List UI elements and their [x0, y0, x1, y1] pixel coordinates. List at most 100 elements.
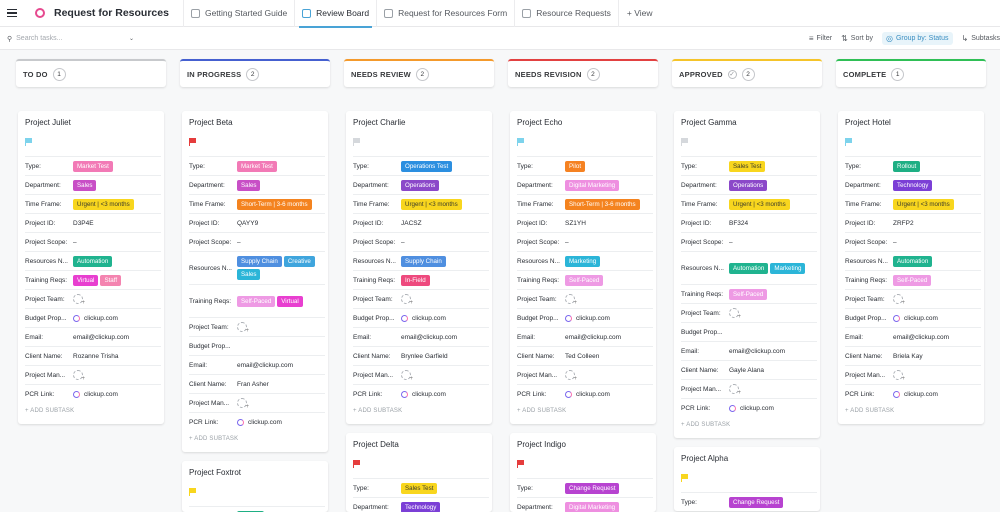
- priority-flag-icon[interactable]: [189, 138, 196, 146]
- field-value[interactable]: –: [565, 239, 653, 246]
- add-assignee-icon[interactable]: [237, 398, 249, 410]
- link-value[interactable]: clickup.com: [73, 390, 118, 398]
- card-title[interactable]: Project Juliet: [25, 118, 71, 127]
- priority-flag-icon[interactable]: [353, 460, 360, 468]
- column-header[interactable]: APPROVED ✓ 2: [672, 59, 822, 87]
- field-value[interactable]: clickup.com: [401, 314, 489, 322]
- priority-flag-icon[interactable]: [681, 138, 688, 146]
- field-value[interactable]: clickup.com: [729, 404, 817, 412]
- add-assignee-icon[interactable]: [73, 370, 85, 382]
- menu-icon[interactable]: [7, 7, 17, 19]
- field-value[interactable]: –: [237, 239, 325, 246]
- priority-flag-icon[interactable]: [517, 138, 524, 146]
- add-subtask-button[interactable]: + ADD SUBTASK: [353, 408, 403, 414]
- field-value[interactable]: clickup.com: [73, 390, 161, 398]
- add-assignee-icon[interactable]: [73, 294, 85, 306]
- field-value[interactable]: In-Field: [401, 274, 489, 286]
- field-value[interactable]: Self-Paced Virtual: [237, 295, 325, 307]
- field-value[interactable]: –: [73, 239, 161, 246]
- field-value[interactable]: Automation: [73, 255, 161, 267]
- field-value[interactable]: Ted Colleen: [565, 353, 653, 360]
- priority-flag-icon[interactable]: [353, 138, 360, 146]
- field-value[interactable]: email@clickup.com: [73, 334, 161, 341]
- priority-flag-icon[interactable]: [845, 138, 852, 146]
- priority-flag-icon[interactable]: [189, 488, 196, 496]
- field-value[interactable]: BF324: [729, 220, 817, 227]
- add-subtask-button[interactable]: + ADD SUBTASK: [845, 408, 895, 414]
- field-value[interactable]: email@clickup.com: [729, 348, 817, 355]
- field-value[interactable]: Digital Marketing: [565, 179, 653, 191]
- link-value[interactable]: clickup.com: [237, 418, 282, 426]
- add-assignee-icon[interactable]: [729, 308, 741, 320]
- column-header[interactable]: NEEDS REVIEW 2: [344, 59, 494, 87]
- field-value[interactable]: Operations Test: [401, 160, 489, 172]
- field-value[interactable]: Market Test: [73, 160, 161, 172]
- task-card[interactable]: Project Indigo Type: Change Request Departm…: [510, 433, 656, 512]
- link-value[interactable]: clickup.com: [893, 314, 938, 322]
- field-value[interactable]: [73, 294, 161, 306]
- link-value[interactable]: clickup.com: [565, 390, 610, 398]
- column-header[interactable]: TO DO 1: [16, 59, 166, 87]
- task-card[interactable]: Project Echo Type: Pilot Department: Digital…: [510, 111, 656, 424]
- group-by-button[interactable]: ◎ Group by: Status: [881, 32, 953, 45]
- link-value[interactable]: clickup.com: [401, 390, 446, 398]
- add-assignee-icon[interactable]: [401, 294, 413, 306]
- field-value[interactable]: Rollout: [893, 160, 981, 172]
- task-card[interactable]: Project Alpha Type: Change Request: [674, 447, 820, 511]
- field-value[interactable]: clickup.com: [401, 390, 489, 398]
- field-value[interactable]: Urgent | <3 months: [73, 198, 161, 210]
- field-value[interactable]: Automation Marketing: [729, 262, 817, 274]
- card-title[interactable]: Project Gamma: [681, 118, 737, 127]
- link-value[interactable]: clickup.com: [401, 314, 446, 322]
- card-title[interactable]: Project Beta: [189, 118, 233, 127]
- field-value[interactable]: clickup.com: [565, 390, 653, 398]
- field-value[interactable]: JACSZ: [401, 220, 489, 227]
- field-value[interactable]: Operations: [729, 179, 817, 191]
- field-value[interactable]: [893, 294, 981, 306]
- column-header[interactable]: NEEDS REVISION 2: [508, 59, 658, 87]
- task-card[interactable]: Project Delta Type: Sales Test Department: T…: [346, 433, 492, 512]
- priority-flag-icon[interactable]: [517, 460, 524, 468]
- card-title[interactable]: Project Echo: [517, 118, 563, 127]
- task-card[interactable]: Project Foxtrot Type:Rollout: [182, 461, 328, 512]
- field-value[interactable]: Gayle Alana: [729, 367, 817, 374]
- field-value[interactable]: Self-Paced: [893, 274, 981, 286]
- tab-resource-requests[interactable]: Resource Requests: [514, 0, 618, 27]
- field-value[interactable]: [565, 294, 653, 306]
- field-value[interactable]: Brynlee Garfield: [401, 353, 489, 360]
- field-value[interactable]: Supply Chain Creative Sales: [237, 256, 325, 280]
- add-assignee-icon[interactable]: [565, 370, 577, 382]
- field-value[interactable]: Rozanne Trisha: [73, 353, 161, 360]
- field-value[interactable]: Self-Paced: [565, 274, 653, 286]
- field-value[interactable]: –: [401, 239, 489, 246]
- add-assignee-icon[interactable]: [565, 294, 577, 306]
- field-value[interactable]: Short-Term | 3-6 months: [237, 198, 325, 210]
- field-value[interactable]: Technology: [401, 501, 489, 512]
- field-value[interactable]: email@clickup.com: [565, 334, 653, 341]
- sort-button[interactable]: ⇅ Sort by: [841, 34, 873, 43]
- field-value[interactable]: [729, 384, 817, 396]
- task-card[interactable]: Project Juliet Type: Market Test Department…: [18, 111, 164, 424]
- field-value[interactable]: SZ1YH: [565, 220, 653, 227]
- field-value[interactable]: Sales: [237, 179, 325, 191]
- field-value[interactable]: [73, 370, 161, 382]
- card-title[interactable]: Project Indigo: [517, 440, 566, 449]
- search-input[interactable]: ⚲ Search tasks... ⌄: [7, 32, 134, 46]
- field-value[interactable]: Change Request: [729, 496, 817, 508]
- field-value[interactable]: D3P4E: [73, 220, 161, 227]
- field-value[interactable]: [401, 370, 489, 382]
- field-value[interactable]: clickup.com: [237, 418, 325, 426]
- chevron-down-icon[interactable]: ⌄: [128, 36, 134, 42]
- tab-getting-started-guide[interactable]: Getting Started Guide: [182, 0, 294, 27]
- field-value[interactable]: Change Request: [565, 482, 653, 494]
- tab-request-for-resources-form[interactable]: Request for Resources Form: [376, 0, 514, 27]
- column-header[interactable]: IN PROGRESS 2: [180, 59, 330, 87]
- app-title[interactable]: Request for Resources: [35, 7, 169, 19]
- field-value[interactable]: Briela Kay: [893, 353, 981, 360]
- field-value[interactable]: –: [893, 239, 981, 246]
- field-value[interactable]: [893, 370, 981, 382]
- tab-review-board[interactable]: Review Board: [294, 0, 376, 28]
- field-value[interactable]: QAYY9: [237, 220, 325, 227]
- task-card[interactable]: Project Beta Type: Market Test Department: S…: [182, 111, 328, 452]
- add-subtask-button[interactable]: + ADD SUBTASK: [681, 422, 731, 428]
